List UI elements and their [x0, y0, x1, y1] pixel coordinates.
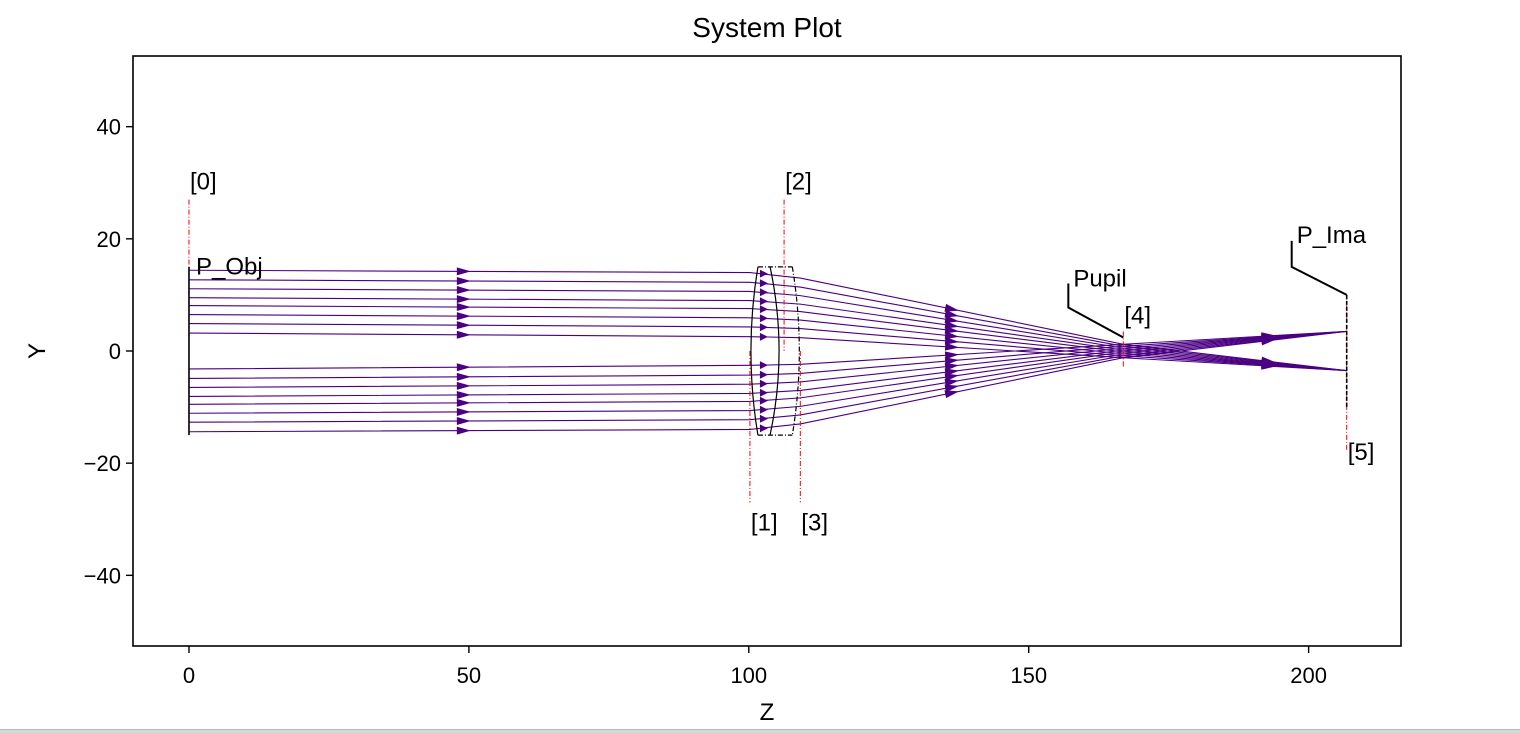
ray-arrowhead — [944, 351, 960, 360]
ray-line — [188, 305, 1347, 353]
ray-arrowhead — [944, 320, 960, 329]
ray-line — [188, 297, 1347, 351]
surface-label: [5] — [1348, 439, 1375, 466]
ray-arrowhead — [759, 414, 768, 423]
window-bottom-edge — [0, 729, 1520, 733]
ray-arrowhead — [759, 396, 768, 405]
ray-arrowhead — [944, 309, 960, 318]
ray-arrowhead — [759, 279, 768, 288]
ray-arrowhead — [456, 303, 471, 312]
y-axis-label: Y — [24, 343, 51, 359]
ray-arrowhead — [944, 315, 960, 324]
ray-arrowhead — [944, 342, 960, 351]
ray-line — [188, 351, 1347, 405]
ray-arrowhead — [456, 381, 471, 390]
x-tick-label: 150 — [1010, 663, 1047, 688]
lens-back-surface — [791, 266, 800, 436]
ray-arrowhead — [944, 331, 960, 340]
ray-arrowhead — [456, 398, 471, 407]
ray-arrowhead — [1261, 356, 1276, 365]
annotations-layer: P_Obj Pupil P_Ima — [196, 222, 1367, 339]
ray-arrowhead — [759, 405, 768, 414]
surface-label: [2] — [785, 169, 812, 196]
ray-arrowhead — [759, 388, 768, 397]
annotation-p-ima: P_Ima — [1297, 222, 1367, 249]
x-axis-ticks: 0 50 100 150 200 — [183, 646, 1327, 688]
ray-arrowhead — [456, 321, 471, 330]
lens-layer — [750, 266, 800, 436]
x-axis-label: Z — [760, 699, 775, 726]
ray-arrowhead — [456, 330, 471, 339]
ray-line — [188, 330, 1347, 359]
x-tick-label: 0 — [183, 663, 195, 688]
annotation-pupil: Pupil — [1073, 266, 1126, 293]
ray-arrowhead — [456, 312, 471, 321]
surface-label: [0] — [190, 169, 217, 196]
plot-area-background — [133, 56, 1401, 646]
ray-line — [188, 279, 1347, 347]
ray-line — [188, 322, 1347, 357]
ray-arrowhead — [944, 368, 960, 377]
ray-arrowhead — [1261, 332, 1276, 341]
ray-arrowhead — [456, 372, 471, 381]
y-tick-label: −40 — [84, 563, 121, 588]
ray-arrowhead — [759, 269, 768, 278]
ray-arrowhead — [456, 390, 471, 399]
ray-arrowhead — [944, 303, 959, 312]
ray-arrowhead — [944, 390, 959, 399]
ray-arrowhead — [759, 424, 768, 433]
ray-arrowhead — [944, 373, 960, 382]
ray-arrowhead — [759, 370, 768, 379]
ray-arrowhead — [759, 314, 768, 323]
ray-arrowhead — [944, 362, 960, 371]
y-axis-ticks: −40 −20 0 20 40 — [84, 115, 133, 588]
ray-arrowhead — [759, 305, 768, 314]
ray-arrowhead — [456, 295, 471, 304]
ray-arrowhead — [456, 276, 471, 285]
chart-title: System Plot — [692, 12, 842, 43]
ray-arrowhead — [759, 297, 768, 306]
ray-arrowhead — [944, 378, 960, 387]
annotation-p-ima-leader — [1290, 240, 1348, 296]
ray-arrowhead — [456, 286, 471, 295]
y-tick-label: 0 — [109, 339, 121, 364]
x-tick-label: 50 — [457, 663, 481, 688]
ray-arrowhead — [456, 417, 471, 426]
ray-arrowhead — [759, 323, 768, 332]
lens-front-surface — [750, 266, 759, 436]
ray-line — [188, 313, 1347, 355]
x-tick-label: 200 — [1290, 663, 1327, 688]
ray-arrowhead — [759, 332, 768, 341]
y-tick-label: 40 — [97, 115, 121, 140]
x-tick-label: 100 — [730, 663, 767, 688]
ray-arrowhead — [759, 361, 768, 370]
ray-arrowhead — [944, 357, 960, 366]
y-tick-label: 20 — [97, 227, 121, 252]
ray-arrowhead — [759, 379, 768, 388]
surface-label: [4] — [1124, 302, 1151, 329]
ray-arrowhead — [944, 384, 960, 393]
ray-arrowhead — [759, 288, 768, 297]
lens-cemented-surface — [769, 266, 780, 436]
ray-arrowhead — [456, 426, 471, 435]
surface-label: [1] — [751, 509, 778, 536]
ray-line — [188, 349, 1347, 397]
ray-arrowhead — [456, 267, 471, 276]
ray-arrowhead — [944, 336, 960, 345]
surface-label: [3] — [801, 509, 828, 536]
ray-line — [188, 269, 1347, 345]
ray-line — [188, 353, 1347, 414]
y-tick-label: −20 — [84, 451, 121, 476]
surfaces-layer: [0] [1] [2] [3] [4] [5] — [188, 169, 1375, 536]
ray-arrowhead — [456, 363, 471, 372]
ray-arrowhead — [456, 407, 471, 416]
annotation-pupil-leader — [1067, 283, 1124, 339]
ray-line — [188, 288, 1347, 349]
annotation-p-obj: P_Obj — [196, 253, 263, 280]
